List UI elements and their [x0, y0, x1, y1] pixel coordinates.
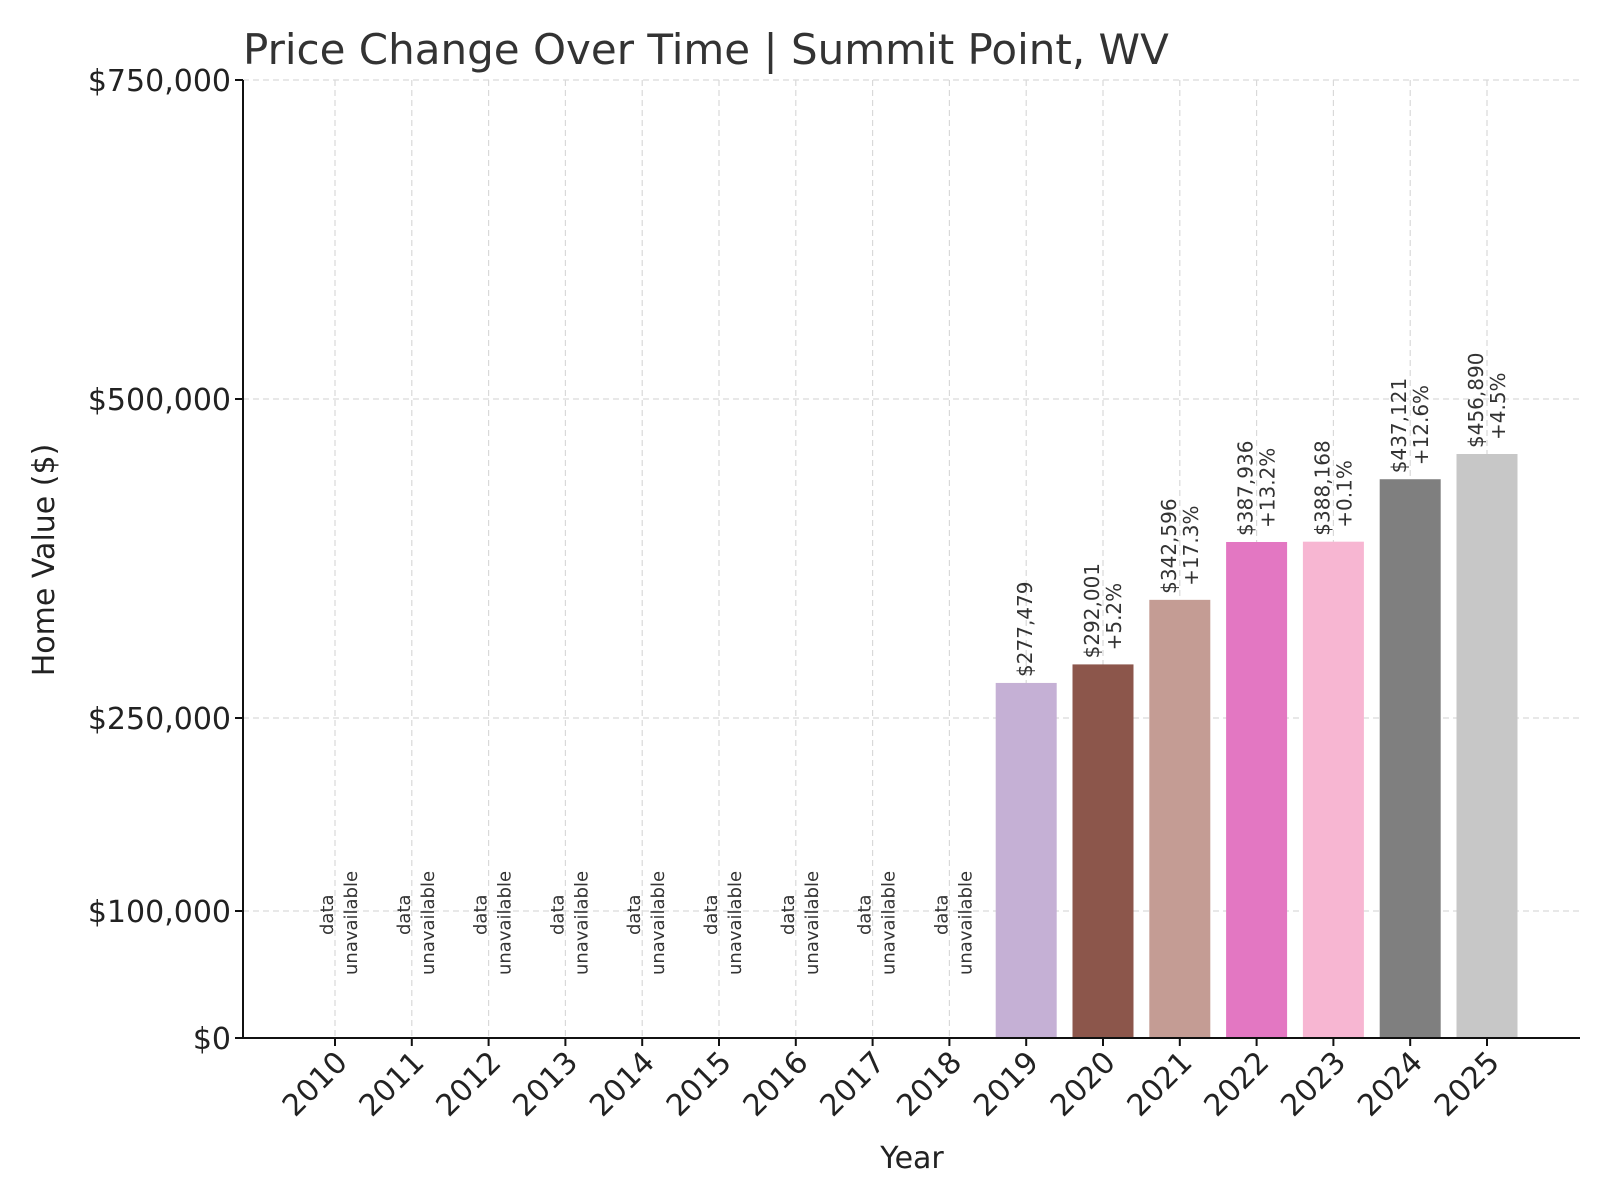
bar-value-label: $342,596 — [1157, 498, 1181, 593]
chart-title: Price Change Over Time | Summit Point, W… — [243, 25, 1169, 74]
unavailable-label: data — [778, 894, 799, 935]
unavailable-label: data — [931, 894, 952, 935]
bar-change-label: +4.5% — [1486, 372, 1510, 440]
y-ticks: $0 $100,000 $250,000 $500,000 $750,000 — [88, 64, 243, 1057]
bar — [1149, 599, 1211, 1038]
bar-value-label: $456,890 — [1464, 353, 1488, 448]
x-axis-title: Year — [879, 1141, 944, 1176]
x-tick-label: 2018 — [890, 1045, 969, 1124]
unavailable-label: data — [624, 894, 645, 935]
unavailable-label: unavailable — [571, 871, 592, 975]
unavailable-label: data — [394, 894, 415, 935]
unavailable-label: unavailable — [495, 871, 516, 975]
unavailable-label: unavailable — [879, 871, 900, 975]
unavailable-label: unavailable — [725, 871, 746, 975]
unavailable-label: unavailable — [648, 871, 669, 975]
bar-change-label: +0.1% — [1332, 460, 1356, 528]
bars — [995, 454, 1518, 1038]
x-tick-label: 2020 — [1044, 1045, 1123, 1124]
unavailable-label: data — [471, 894, 492, 935]
unavailable-label: unavailable — [418, 871, 439, 975]
bar-value-label: $388,168 — [1310, 440, 1334, 535]
bar — [1379, 479, 1441, 1038]
unavailable-label: unavailable — [802, 871, 823, 975]
bar-change-label: +13.2% — [1256, 448, 1280, 528]
unavailable-label: unavailable — [955, 871, 976, 975]
bar — [1072, 664, 1134, 1038]
x-tick-label: 2014 — [583, 1045, 662, 1124]
y-tick-label: $750,000 — [88, 64, 231, 99]
bar — [995, 682, 1057, 1038]
x-tick-label: 2019 — [967, 1045, 1046, 1124]
axes — [242, 80, 1580, 1039]
x-tick-label: 2012 — [430, 1045, 509, 1124]
x-tick-label: 2011 — [353, 1045, 432, 1124]
x-tick-label: 2025 — [1428, 1045, 1507, 1124]
unavailable-label: data — [855, 894, 876, 935]
bar-change-label: +17.3% — [1179, 506, 1203, 586]
bar — [1302, 541, 1364, 1038]
bar-value-label: $292,001 — [1080, 563, 1104, 658]
x-tick-label: 2022 — [1198, 1045, 1277, 1124]
bar — [1226, 541, 1288, 1038]
x-tick-label: 2023 — [1274, 1045, 1353, 1124]
bar-value-label: $387,936 — [1234, 441, 1258, 536]
x-tick-label: 2015 — [660, 1045, 739, 1124]
bar-change-label: +5.2% — [1102, 583, 1126, 651]
bar-value-label: $277,479 — [1013, 581, 1037, 676]
unavailable-label: data — [317, 894, 338, 935]
y-axis-title: Home Value ($) — [27, 444, 62, 677]
unavailable-label: data — [701, 894, 722, 935]
data-labels: data unavailable data unavailable data unavai… — [317, 353, 1510, 975]
x-tick-label: 2017 — [814, 1045, 893, 1124]
y-tick-label: $100,000 — [88, 895, 231, 930]
x-tick-label: 2013 — [506, 1045, 585, 1124]
y-tick-label: $250,000 — [88, 702, 231, 737]
x-tick-label: 2021 — [1121, 1045, 1200, 1124]
bar — [1456, 454, 1518, 1038]
y-tick-label: $500,000 — [88, 383, 231, 418]
bar-change-label: +12.6% — [1409, 385, 1433, 465]
y-tick-label: $0 — [193, 1022, 231, 1057]
x-ticks: 2010201120122013201420152016201720182019… — [276, 1038, 1507, 1124]
grid-lines — [243, 79, 1580, 1038]
bar-value-label: $437,121 — [1387, 378, 1411, 473]
x-tick-label: 2010 — [276, 1045, 355, 1124]
unavailable-label: data — [547, 894, 568, 935]
unavailable-label: unavailable — [341, 871, 362, 975]
x-tick-label: 2016 — [737, 1045, 816, 1124]
x-tick-label: 2024 — [1351, 1045, 1430, 1124]
